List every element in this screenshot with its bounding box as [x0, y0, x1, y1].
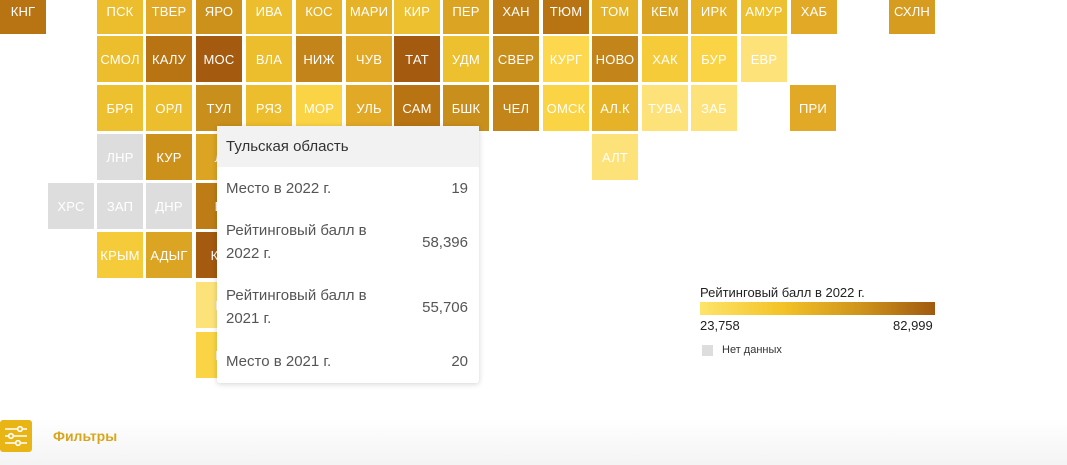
region-tile[interactable]: ТЮМ: [543, 0, 589, 34]
region-tile[interactable]: МОС: [196, 36, 242, 82]
region-tile[interactable]: ЧЕЛ: [493, 85, 539, 131]
region-tile[interactable]: ТОМ: [592, 0, 638, 34]
region-tile[interactable]: АЛ.К: [592, 85, 638, 131]
region-tile[interactable]: РЯЗ: [246, 85, 292, 131]
region-tile[interactable]: СХЛН: [889, 0, 935, 34]
legend-gradient-bar: [700, 302, 935, 315]
region-tile[interactable]: МАРИ: [346, 0, 392, 34]
region-tile[interactable]: УЛЬ: [346, 85, 392, 131]
filters-label[interactable]: Фильтры: [53, 428, 118, 444]
region-tile[interactable]: ТВЕР: [146, 0, 192, 34]
region-tile[interactable]: ХРС: [48, 183, 94, 229]
region-tile[interactable]: ПСК: [97, 0, 143, 34]
region-tile[interactable]: ТУВА: [642, 85, 688, 131]
tooltip-value: 58,396: [422, 233, 468, 251]
tooltip-value: 19: [451, 180, 468, 197]
region-tile[interactable]: КАЛУ: [146, 36, 192, 82]
legend-min: 23,758: [700, 318, 740, 333]
tooltip-row-score-2021: Рейтинговый балл в 2021 г. 55,706: [226, 284, 468, 330]
region-tile[interactable]: БУР: [691, 36, 737, 82]
tooltip-label: Рейтинговый балл в 2021 г.: [226, 287, 367, 327]
tooltip-value: 55,706: [422, 298, 468, 316]
legend-title: Рейтинговый балл в 2022 г.: [700, 285, 865, 300]
region-tile[interactable]: ХАН: [493, 0, 539, 34]
region-tile[interactable]: САМ: [394, 85, 440, 131]
no-data-swatch: [702, 345, 713, 356]
region-tooltip: Тульская область Место в 2022 г. 19 Рейт…: [217, 126, 479, 383]
region-tile[interactable]: АМУР: [741, 0, 787, 34]
region-tile[interactable]: СМОЛ: [97, 36, 143, 82]
region-tile[interactable]: ЕВР: [741, 36, 787, 82]
region-tile[interactable]: НИЖ: [296, 36, 342, 82]
tooltip-title: Тульская область: [217, 126, 479, 167]
region-tile[interactable]: ПЕР: [443, 0, 489, 34]
filters-button[interactable]: [0, 420, 32, 452]
region-tile[interactable]: ДНР: [146, 183, 192, 229]
region-tile[interactable]: КУР: [146, 134, 192, 180]
region-tile[interactable]: МОР: [296, 85, 342, 131]
region-tile[interactable]: БШК: [443, 85, 489, 131]
region-tile[interactable]: ЯРО: [196, 0, 242, 34]
region-tile[interactable]: ЗАП: [97, 183, 143, 229]
region-tile[interactable]: АДЫГ: [146, 232, 192, 278]
filter-bar: [0, 418, 1067, 465]
tooltip-label: Рейтинговый балл в 2022 г.: [226, 222, 367, 262]
region-tile[interactable]: КИР: [394, 0, 440, 34]
region-tile[interactable]: КЕМ: [642, 0, 688, 34]
region-tile-map: КНГ ПСК ТВЕР ЯРО ИВА КОС МАРИ КИР ПЕР ХАН ТЮМ ТОМ КЕ…: [0, 0, 935, 378]
region-tile[interactable]: ЛНР: [97, 134, 143, 180]
region-tile[interactable]: НОВО: [592, 36, 638, 82]
tooltip-label: Место в 2022 г.: [226, 180, 332, 197]
tooltip-label: Место в 2021 г.: [226, 353, 332, 370]
tooltip-row-rank-2021: Место в 2021 г. 20: [226, 350, 468, 373]
tooltip-value: 20: [451, 353, 468, 370]
no-data-label: Нет данных: [722, 344, 782, 356]
region-tile[interactable]: КОС: [296, 0, 342, 34]
region-tile[interactable]: ПРИ: [790, 85, 836, 131]
region-tile[interactable]: ЗАБ: [691, 85, 737, 131]
region-tile[interactable]: ТУЛ: [194, 83, 244, 133]
region-tile[interactable]: ХАК: [642, 36, 688, 82]
region-tile[interactable]: АЛТ: [592, 134, 638, 180]
region-tile[interactable]: КНГ: [0, 0, 46, 34]
region-tile[interactable]: ИВА: [246, 0, 292, 34]
region-tile[interactable]: ВЛА: [246, 36, 292, 82]
region-tile[interactable]: БРЯ: [97, 85, 143, 131]
region-tile[interactable]: УДМ: [443, 36, 489, 82]
tooltip-row-rank-2022: Место в 2022 г. 19: [226, 177, 468, 200]
region-tile[interactable]: ЧУВ: [346, 36, 392, 82]
region-tile[interactable]: КУРГ: [543, 36, 589, 82]
region-tile[interactable]: ХАБ: [791, 0, 837, 34]
region-tile[interactable]: КРЫМ: [97, 232, 143, 278]
region-tile[interactable]: ТАТ: [394, 36, 440, 82]
region-tile[interactable]: СВЕР: [493, 36, 539, 82]
region-tile[interactable]: ОРЛ: [146, 85, 192, 131]
sliders-icon: [5, 425, 27, 447]
tooltip-row-score-2022: Рейтинговый балл в 2022 г. 58,396: [226, 219, 468, 265]
region-tile[interactable]: ИРК: [691, 0, 737, 34]
region-tile[interactable]: ОМСК: [543, 85, 589, 131]
legend-max: 82,999: [893, 318, 933, 333]
